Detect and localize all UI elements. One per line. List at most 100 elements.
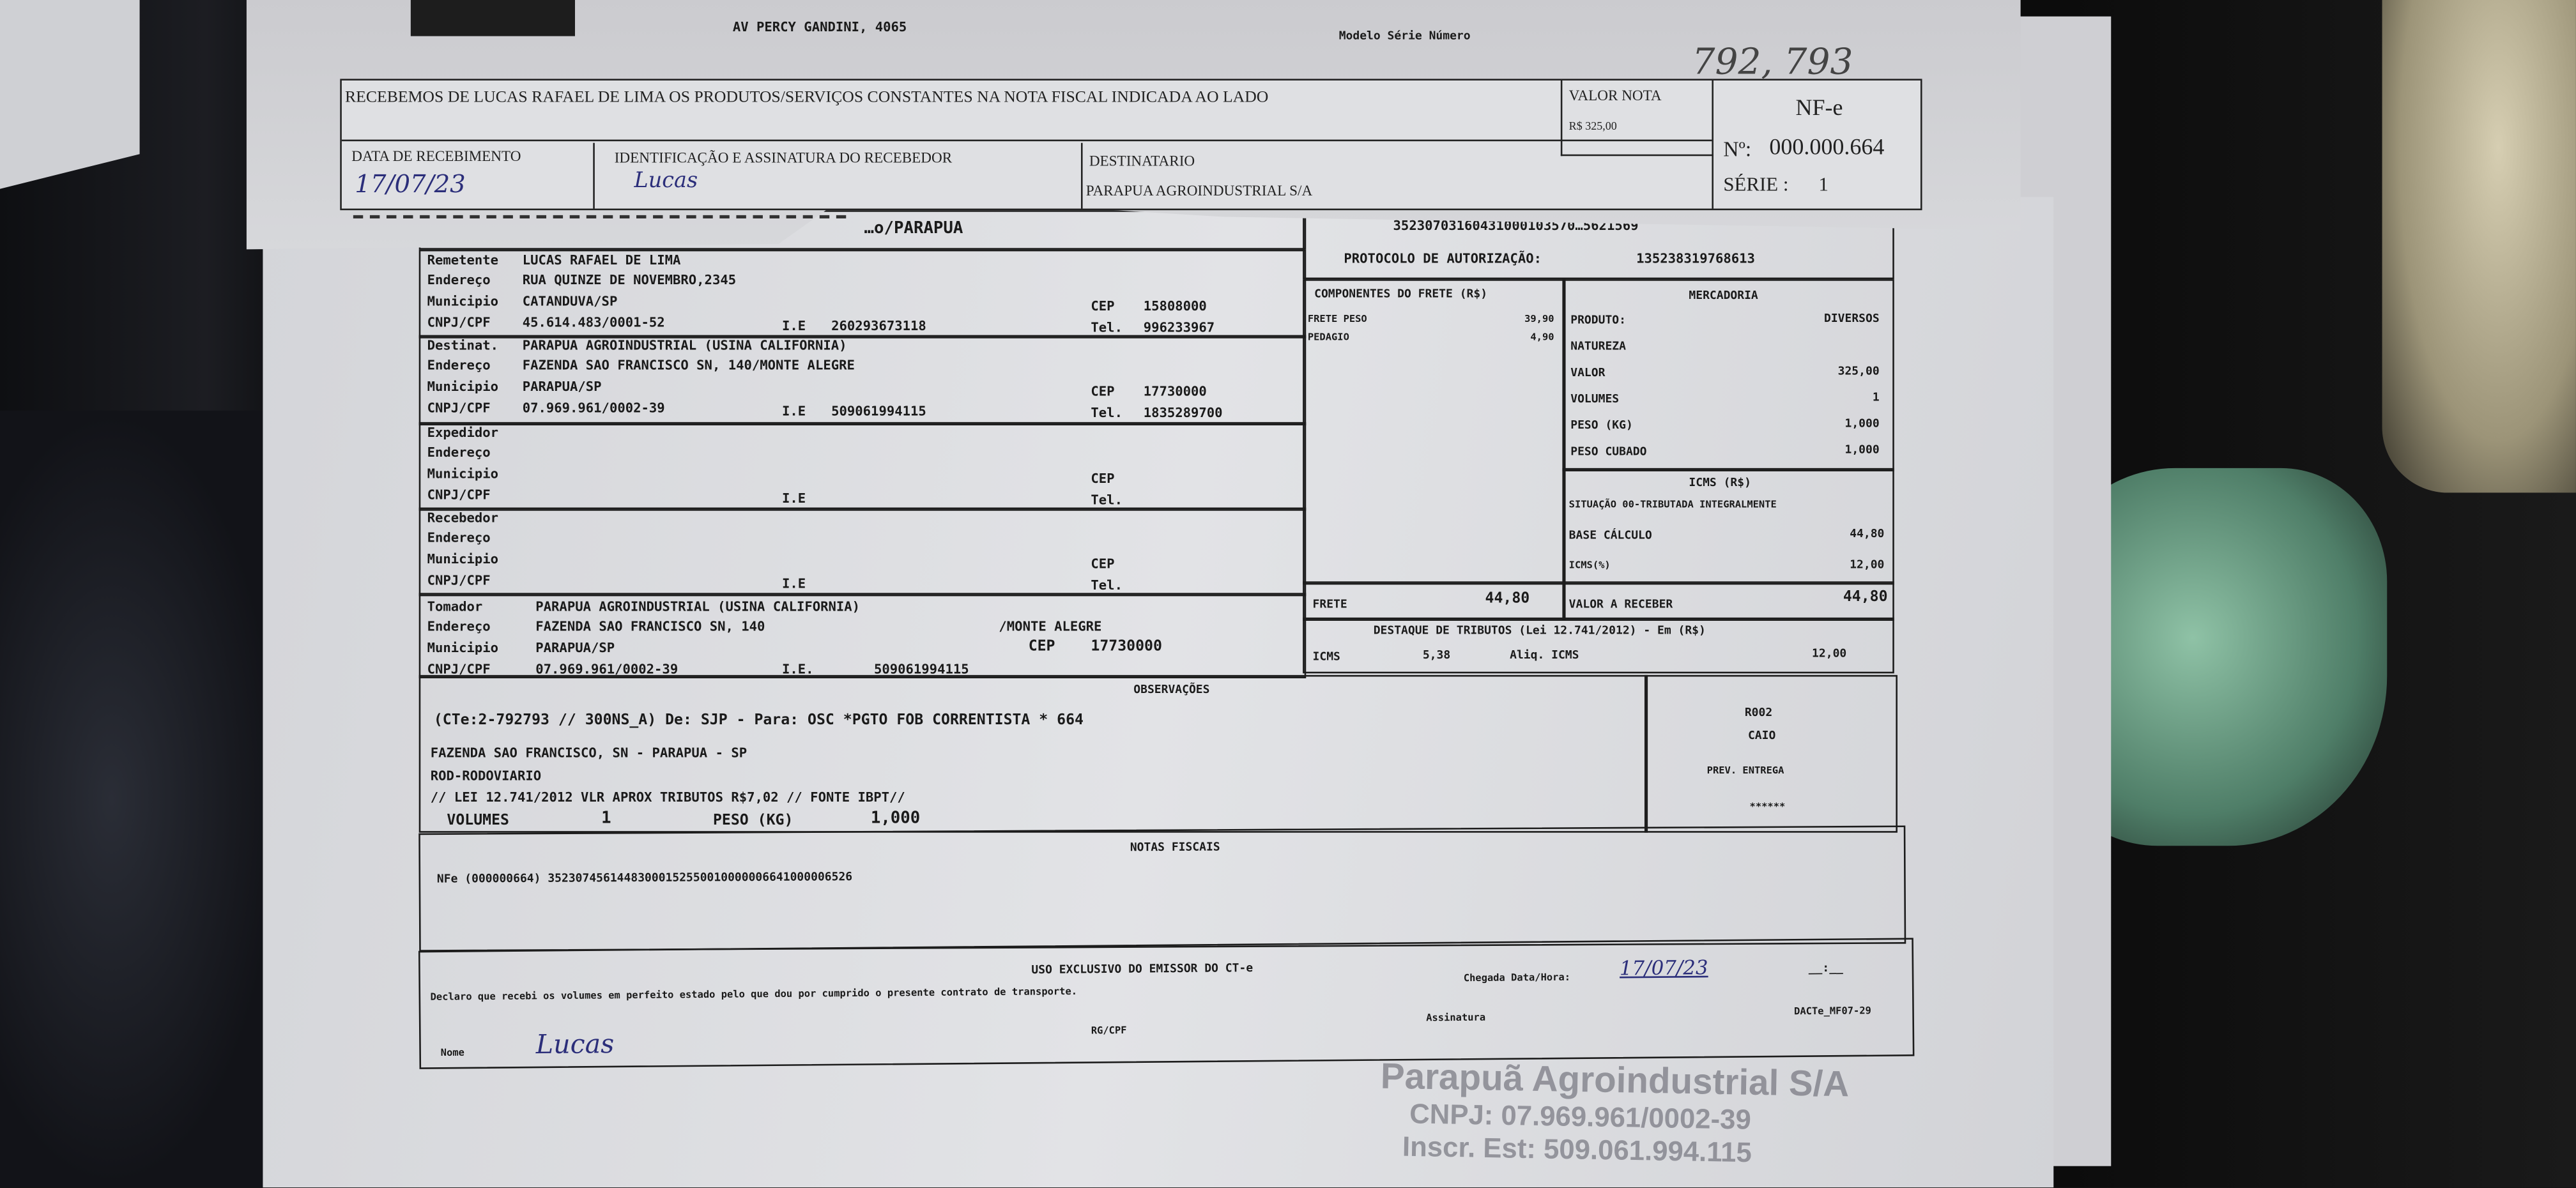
observacoes-title: OBSERVAÇÕES xyxy=(1133,683,1210,697)
volumes-label: VOLUMES xyxy=(447,812,509,830)
beige-bag xyxy=(2382,0,2576,493)
receipt-stub: RECEBEMOS DE LUCAS RAFAEL DE LIMA OS PRO… xyxy=(340,79,1922,211)
aliq-label: Aliq. ICMS xyxy=(1510,648,1579,662)
party-role-label: Expedidor xyxy=(427,425,499,441)
cnpj-label: CNPJ/CPF xyxy=(427,400,491,416)
destaque-icms-value: 5,38 xyxy=(1422,648,1451,662)
obs-line: (CTe:2-792793 // 300NS_A) De: SJP - Para… xyxy=(433,712,1084,729)
party-cep: 15808000 xyxy=(1143,298,1207,314)
destaque-title: DESTAQUE DE TRIBUTOS (Lei 12.741/2012) -… xyxy=(1373,624,1706,637)
perforation-line xyxy=(353,215,847,218)
municipio-label: Municipio xyxy=(427,294,499,309)
comp-label: FRETE PESO xyxy=(1307,314,1367,326)
cnpj-label: CNPJ/CPF xyxy=(427,662,491,677)
mercadoria-label: PRODUTO: xyxy=(1570,314,1626,327)
number-label: Nº: xyxy=(1723,136,1752,161)
party-endereco: FAZENDA SAO FRANCISCO SN, 140 xyxy=(535,619,765,634)
party-role-label: Tomador xyxy=(427,599,483,614)
ie-label: I.E xyxy=(781,318,806,333)
party-endereco-extra: /MONTE ALEGRE xyxy=(999,619,1102,634)
route-code: R002 xyxy=(1744,706,1773,720)
party-name: PARAPUA AGROINDUSTRIAL (USINA CALIFORNIA… xyxy=(535,599,861,614)
valor-receber-label: VALOR A RECEBER xyxy=(1568,597,1673,611)
serie-value: 1 xyxy=(1818,172,1828,195)
loose-paper xyxy=(0,0,140,189)
stamp-line: Parapuã Agroindustrial S/A xyxy=(1380,1055,1850,1105)
comp-value: 39,90 xyxy=(1524,314,1554,326)
obs-line: // LEI 12.741/2012 VLR APROX TRIBUTOS R$… xyxy=(430,789,905,805)
icms-pct-label: ICMS(%) xyxy=(1568,560,1611,572)
destaque-tributos: DESTAQUE DE TRIBUTOS (Lei 12.741/2012) -… xyxy=(1303,617,1894,674)
party-municipio: PARAPUA/SP xyxy=(535,640,615,655)
logo-fragment xyxy=(410,0,575,36)
handwritten-numbers: 792, 793 xyxy=(1692,42,1853,84)
observacoes-box: OBSERVAÇÕES (CTe:2-792793 // 300NS_A) De… xyxy=(418,674,1648,833)
tel-label: Tel. xyxy=(1091,406,1123,421)
cnpj-label: CNPJ/CPF xyxy=(427,573,491,588)
form-code: DACTe_MF07-29 xyxy=(1794,1005,1871,1018)
company-address: AV PERCY GANDINI, 4065 xyxy=(732,19,907,34)
mercadoria-title: MERCADORIA xyxy=(1689,289,1758,303)
prev-entrega-label: PREV. ENTREGA xyxy=(1706,765,1784,777)
receipt-text: RECEBEMOS DE LUCAS RAFAEL DE LIMA OS PRO… xyxy=(344,88,1269,107)
valor-receber: VALOR A RECEBER 44,80 xyxy=(1562,581,1894,621)
destaque-icms-label: ICMS xyxy=(1312,650,1340,664)
party-ie: 509061994115 xyxy=(873,662,969,677)
icms-pct-value: 12,00 xyxy=(1850,558,1885,572)
dacte-sheet xyxy=(263,197,2054,1188)
data-recebimento-value: 17/07/23 xyxy=(355,169,466,199)
data-recebimento-field[interactable]: DATA DE RECEBIMENTO 17/07/23 xyxy=(342,142,595,209)
chegada-date: 17/07/23 xyxy=(1619,956,1708,980)
nome-label: Nome xyxy=(440,1047,465,1060)
uso-exclusivo-box: USO EXCLUSIVO DO EMISSOR DO CT-e Declaro… xyxy=(418,938,1915,1069)
frete-total: FRETE 44,80 xyxy=(1303,581,1566,621)
base-label: BASE CÁLCULO xyxy=(1568,528,1652,542)
chegada-label: Chegada Data/Hora: xyxy=(1463,971,1571,985)
party-recebedor: Recebedor Endereço Municipio CNPJ/CPF I.E CEP… xyxy=(418,507,1307,597)
party-tel: 996233967 xyxy=(1143,320,1215,335)
icms-situacao: SITUAÇÃO 00-TRIBUTADA INTEGRALMENTE xyxy=(1568,499,1777,511)
protocolo-label: PROTOCOLO DE AUTORIZAÇÃO: xyxy=(1344,251,1542,266)
dark-fabric xyxy=(0,410,280,1188)
peso-value: 1,000 xyxy=(870,809,921,828)
party-municipio: PARAPUA/SP xyxy=(522,379,602,395)
rgcpf-label: RG/CPF xyxy=(1091,1025,1127,1037)
municipio-label: Municipio xyxy=(427,551,499,567)
mercadoria-box: MERCADORIA PRODUTO: DIVERSOS NATUREZA VALOR… xyxy=(1562,279,1894,471)
dacte-form: …o/PARAPUA 35230703160431000103570…56215… xyxy=(418,210,1915,1069)
mercadoria-value: 1,000 xyxy=(1844,443,1880,457)
party-endereco: RUA QUINZE DE NOVEMBRO,2345 xyxy=(522,272,737,287)
valor-nota-value: R$ 325,00 xyxy=(1568,119,1617,133)
nfe-line: NFe (000000664) 352307456144830001525500… xyxy=(436,870,853,886)
party-ie: 260293673118 xyxy=(831,318,926,333)
uso-title: USO EXCLUSIVO DO EMISSOR DO CT-e xyxy=(1031,961,1254,977)
party-municipio: CATANDUVA/SP xyxy=(522,294,618,309)
valor-nota-label: VALOR NOTA xyxy=(1568,87,1662,103)
party-role-label: Destinat. xyxy=(427,338,499,353)
comp-value: 4,90 xyxy=(1530,331,1554,344)
valor-receber-value: 44,80 xyxy=(1843,590,1888,606)
party-name: PARAPUA AGROINDUSTRIAL (USINA CALIFORNIA… xyxy=(522,338,847,353)
mercadoria-value: DIVERSOS xyxy=(1823,312,1880,326)
municipio-label: Municipio xyxy=(427,466,499,482)
ie-label: I.E xyxy=(781,404,806,419)
volumes-value: 1 xyxy=(601,809,611,828)
tel-label: Tel. xyxy=(1091,492,1123,508)
recipient-signature: Lucas xyxy=(535,1028,615,1060)
endereco-label: Endereço xyxy=(427,358,491,373)
mercadoria-value: 325,00 xyxy=(1837,364,1880,378)
entrega-box: R002 CAIO PREV. ENTREGA ****** xyxy=(1644,674,1897,833)
receiver-signature: Lucas xyxy=(634,169,698,194)
destinatario-field: DESTINATARIO PARAPUA AGROINDUSTRIAL S/A xyxy=(1080,142,1713,209)
mercadoria-value: 1,000 xyxy=(1844,417,1880,430)
party-cnpj: 07.969.961/0002-39 xyxy=(522,400,665,416)
municipio-label: Municipio xyxy=(427,640,499,655)
party-name: LUCAS RAFAEL DE LIMA xyxy=(522,252,681,268)
obs-line: FAZENDA SAO FRANCISCO, SN - PARAPUA - SP xyxy=(430,745,747,761)
destinatario-label: DESTINATARIO xyxy=(1089,153,1195,169)
model-header: Modelo Série Número xyxy=(1338,29,1471,43)
assinatura-label: Assinatura xyxy=(1426,1012,1486,1024)
company-stamp: Parapuã Agroindustrial S/A CNPJ: 07.969.… xyxy=(1379,1055,1850,1171)
mercadoria-label: VOLUMES xyxy=(1570,392,1620,406)
cep-label: CEP xyxy=(1091,384,1115,399)
